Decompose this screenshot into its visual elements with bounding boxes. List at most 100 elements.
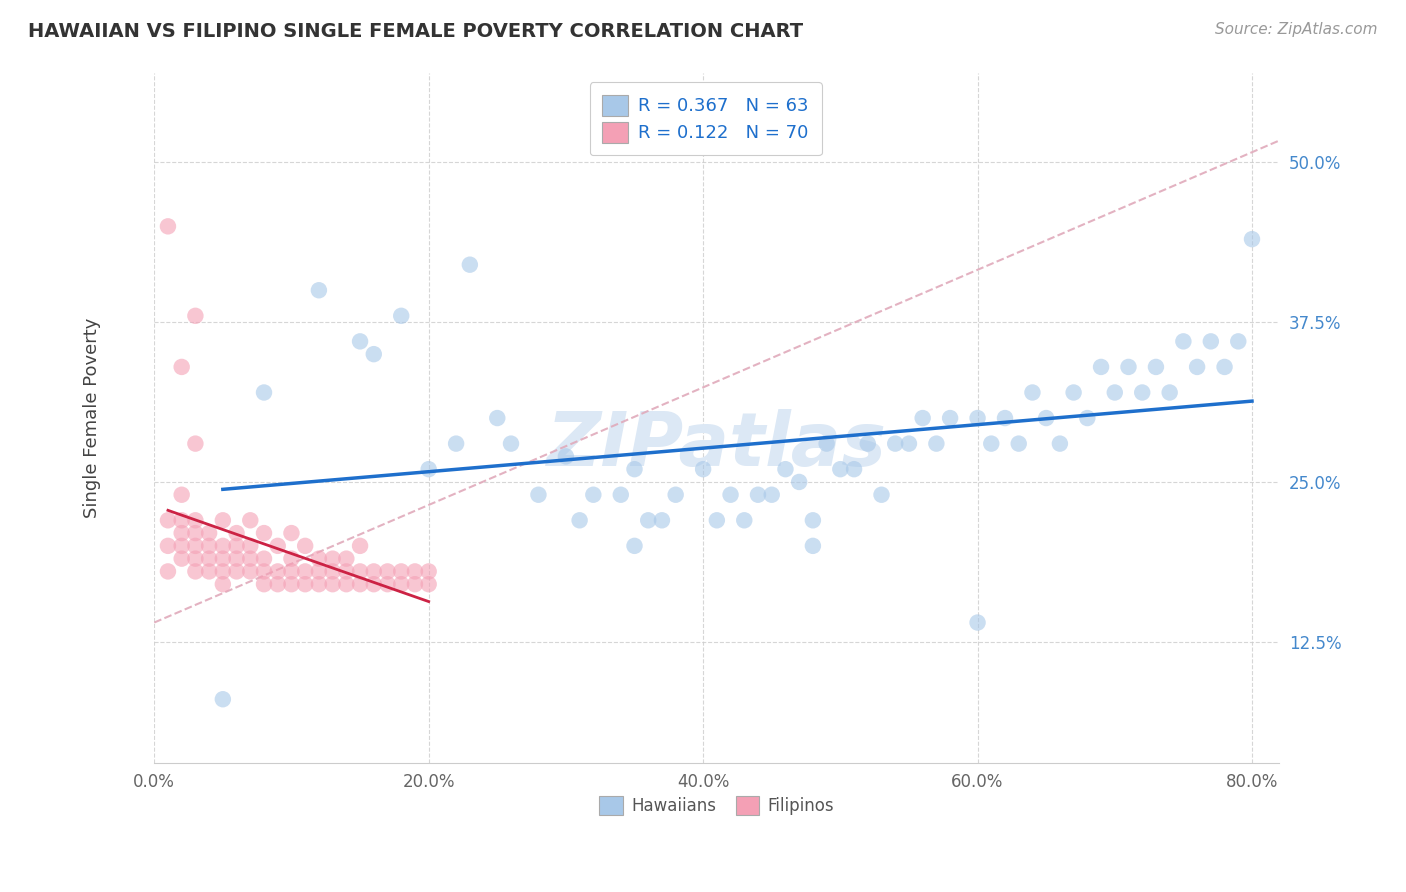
Point [239,551,262,566]
Point [170,513,193,527]
Point [198,539,221,553]
Point [775,462,797,476]
Point [198,526,221,541]
Point [184,526,207,541]
Point [830,462,852,476]
Point [1104,385,1126,400]
Point [1008,436,1031,450]
Point [527,488,550,502]
Point [184,551,207,566]
Point [801,513,824,527]
Point [322,577,344,591]
Point [458,258,481,272]
Point [720,488,742,502]
Point [280,577,302,591]
Point [747,488,769,502]
Point [211,565,233,579]
Point [994,411,1017,425]
Point [308,283,330,297]
Point [184,565,207,579]
Point [156,219,179,234]
Point [308,551,330,566]
Point [1144,359,1167,374]
Point [170,359,193,374]
Point [404,565,426,579]
Text: ZIPatlas: ZIPatlas [547,409,887,483]
Point [349,539,371,553]
Point [349,577,371,591]
Point [253,565,276,579]
Point [939,411,962,425]
Point [870,488,893,502]
Point [335,565,357,579]
Point [692,462,714,476]
Point [211,539,233,553]
Point [294,539,316,553]
Point [651,513,673,527]
Point [1159,385,1181,400]
Point [267,577,290,591]
Point [733,513,755,527]
Point [665,488,688,502]
Point [335,577,357,591]
Point [294,565,316,579]
Point [253,551,276,566]
Point [911,411,934,425]
Point [966,411,988,425]
Point [225,565,247,579]
Point [884,436,907,450]
Point [170,526,193,541]
Point [280,526,302,541]
Point [170,551,193,566]
Point [211,513,233,527]
Point [322,565,344,579]
Point [404,577,426,591]
Point [856,436,879,450]
Point [623,539,645,553]
Point [1118,359,1140,374]
Point [787,475,810,489]
Point [1130,385,1153,400]
Point [170,488,193,502]
Point [897,436,920,450]
Point [1173,334,1195,349]
Point [568,513,591,527]
Point [239,539,262,553]
Point [198,565,221,579]
Point [637,513,659,527]
Point [389,565,412,579]
Point [253,385,276,400]
Point [253,577,276,591]
Point [966,615,988,630]
Point [335,551,357,566]
Point [294,577,316,591]
Text: HAWAIIAN VS FILIPINO SINGLE FEMALE POVERTY CORRELATION CHART: HAWAIIAN VS FILIPINO SINGLE FEMALE POVER… [28,22,803,41]
Point [1049,436,1071,450]
Point [184,309,207,323]
Point [267,539,290,553]
Point [1240,232,1263,246]
Point [280,551,302,566]
Point [1090,359,1112,374]
Point [554,450,576,464]
Point [156,565,179,579]
Point [801,539,824,553]
Point [308,565,330,579]
Point [184,513,207,527]
Point [225,551,247,566]
Point [842,462,865,476]
Point [486,411,509,425]
Point [211,577,233,591]
Point [706,513,728,527]
Point [280,565,302,579]
Point [623,462,645,476]
Point [363,577,385,591]
Point [925,436,948,450]
Point [267,565,290,579]
Point [225,526,247,541]
Point [761,488,783,502]
Point [1213,359,1236,374]
Point [363,347,385,361]
Legend: Hawaiians, Filipinos: Hawaiians, Filipinos [591,788,842,824]
Point [211,551,233,566]
